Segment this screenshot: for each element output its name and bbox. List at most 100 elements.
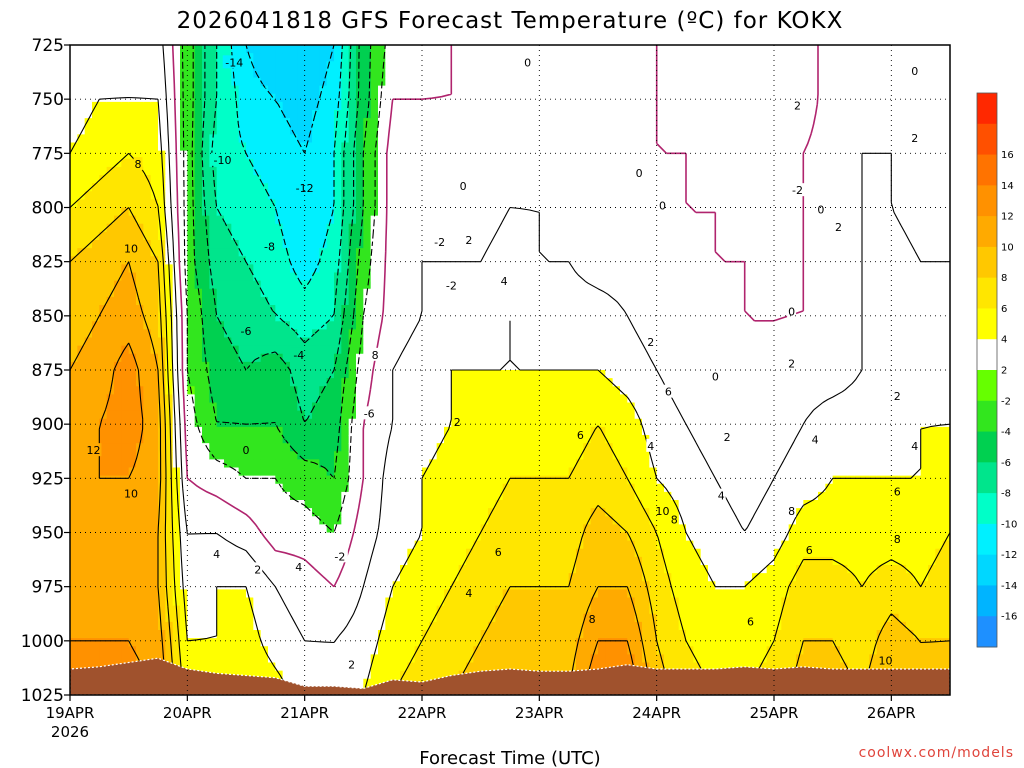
field-cell: [378, 467, 386, 477]
field-cell: [451, 166, 460, 176]
field-cell: [172, 402, 181, 412]
field-cell: [121, 61, 130, 70]
field-cell: [370, 565, 379, 574]
field-cell: [473, 508, 482, 517]
field-cell: [92, 231, 100, 241]
field-cell: [99, 175, 108, 184]
field-cell: [282, 191, 291, 200]
field-cell: [348, 581, 357, 590]
field-cell: [319, 191, 328, 200]
field-cell: [466, 556, 474, 566]
field-cell: [275, 500, 284, 509]
field-cell: [253, 101, 262, 111]
field-cell: [106, 85, 115, 95]
field-cell: [326, 370, 335, 379]
field-cell: [436, 418, 445, 428]
field-cell: [282, 621, 291, 631]
field-cell: [304, 443, 313, 452]
field-cell: [444, 313, 452, 322]
field-cell: [209, 524, 218, 534]
field-cell: [429, 321, 438, 330]
field-cell: [304, 166, 313, 176]
field-cell: [502, 573, 511, 582]
field-cell: [378, 426, 386, 436]
field-cell: [128, 459, 137, 469]
field-cell: [488, 524, 496, 534]
field-cell: [363, 621, 372, 631]
field-cell: [136, 77, 144, 87]
field-cell: [370, 589, 379, 599]
field-cell: [510, 630, 518, 639]
field-cell: [451, 630, 460, 639]
field-cell: [238, 134, 247, 144]
field-cell: [70, 451, 78, 460]
field-cell: [451, 548, 460, 558]
field-cell: [363, 248, 372, 257]
field-cell: [429, 402, 438, 412]
field-cell: [70, 548, 78, 558]
field-cell: [370, 183, 379, 192]
field-cell: [444, 418, 452, 428]
field-cell: [400, 183, 408, 192]
field-cell: [436, 467, 445, 477]
field-cell: [378, 459, 386, 469]
field-cell: [246, 581, 254, 590]
field-cell: [282, 272, 291, 282]
field-cell: [216, 77, 225, 87]
field-cell: [407, 378, 416, 387]
field-cell: [414, 573, 423, 582]
field-cell: [348, 491, 357, 501]
field-cell: [444, 565, 452, 574]
field-cell: [488, 475, 496, 485]
field-cell: [246, 589, 254, 599]
field-cell: [502, 394, 511, 404]
field-cell: [378, 402, 386, 412]
field-cell: [312, 646, 320, 655]
field-cell: [172, 630, 181, 639]
field-cell: [495, 540, 504, 550]
field-cell: [385, 175, 394, 184]
field-cell: [290, 248, 298, 257]
field-cell: [128, 573, 137, 582]
field-cell: [407, 670, 416, 680]
field-cell: [70, 646, 78, 655]
field-cell: [121, 142, 130, 152]
field-cell: [495, 345, 504, 355]
field-cell: [253, 459, 262, 469]
field-cell: [422, 402, 430, 412]
field-cell: [370, 118, 379, 127]
field-cell: [407, 61, 416, 70]
field-cell: [436, 483, 445, 493]
field-cell: [187, 93, 196, 103]
field-cell: [106, 654, 115, 664]
field-cell: [326, 199, 335, 209]
field-cell: [231, 410, 240, 420]
field-cell: [70, 93, 78, 103]
field-cell: [429, 337, 438, 347]
field-cell: [172, 426, 181, 436]
field-cell: [458, 69, 467, 79]
field-cell: [128, 386, 137, 395]
field-cell: [473, 451, 482, 460]
field-cell: [378, 199, 386, 209]
field-cell: [466, 378, 474, 387]
field-cell: [414, 61, 423, 70]
field-cell: [143, 532, 152, 542]
field-cell: [231, 45, 240, 54]
field-cell: [429, 630, 438, 639]
field-cell: [209, 435, 218, 444]
field-cell: [106, 394, 115, 404]
field-cell: [510, 524, 518, 534]
field-cell: [458, 662, 467, 672]
field-cell: [495, 183, 504, 192]
field-cell: [224, 361, 232, 371]
field-cell: [238, 85, 247, 95]
field-cell: [84, 305, 93, 314]
field-cell: [150, 500, 159, 509]
field-cell: [385, 508, 394, 517]
field-cell: [495, 93, 504, 103]
field-cell: [400, 134, 408, 144]
field-cell: [334, 45, 342, 54]
field-cell: [158, 646, 166, 655]
field-cell: [128, 402, 137, 412]
